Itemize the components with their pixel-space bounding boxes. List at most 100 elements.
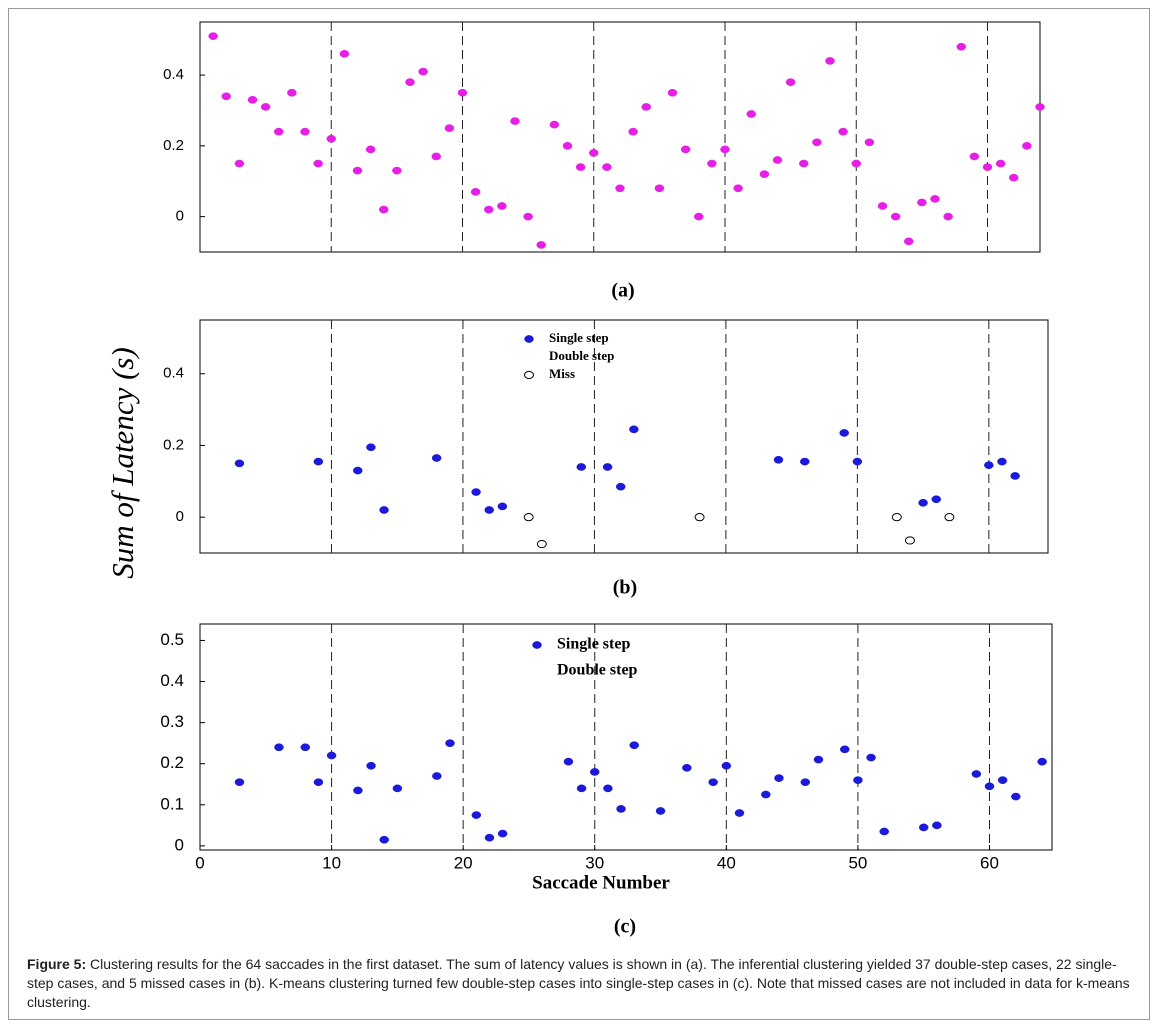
data-point xyxy=(392,166,402,175)
data-point xyxy=(352,166,363,175)
data-point xyxy=(629,425,639,434)
data-point xyxy=(576,463,587,471)
data-point xyxy=(971,770,982,778)
data-point xyxy=(523,212,533,221)
data-point xyxy=(813,755,824,764)
data-point xyxy=(484,833,495,842)
data-point xyxy=(445,739,455,748)
data-point xyxy=(300,127,310,136)
data-point xyxy=(761,790,771,799)
data-point xyxy=(615,184,625,193)
data-point xyxy=(734,809,745,817)
x-tick-label: 40 xyxy=(717,853,736,872)
data-point xyxy=(866,753,876,762)
data-point xyxy=(234,778,245,787)
data-point xyxy=(1022,141,1032,150)
data-point xyxy=(234,459,245,468)
data-point xyxy=(864,138,875,147)
data-point xyxy=(536,539,547,549)
data-point xyxy=(733,184,743,193)
data-point xyxy=(877,202,888,210)
data-point xyxy=(484,205,494,214)
data-point xyxy=(969,152,980,161)
data-point xyxy=(221,92,231,101)
legend-label: Single step xyxy=(557,636,630,653)
data-point xyxy=(891,513,902,522)
data-point xyxy=(300,743,311,752)
data-point xyxy=(840,745,850,754)
data-point xyxy=(418,67,428,76)
legend-label: Single step xyxy=(549,330,609,345)
data-point xyxy=(562,141,573,150)
data-point xyxy=(773,455,784,464)
plot-frame xyxy=(199,21,1041,253)
data-point xyxy=(471,811,482,819)
data-point xyxy=(431,454,442,462)
data-point xyxy=(313,778,324,787)
data-point xyxy=(641,103,651,111)
data-point xyxy=(918,823,929,832)
y-axis-label: Sum of Latency (s) xyxy=(105,347,140,579)
data-point xyxy=(379,835,389,844)
y-tick-label: 0.4 xyxy=(160,671,184,690)
data-point xyxy=(353,466,363,475)
data-point xyxy=(563,757,574,766)
data-point xyxy=(326,751,337,760)
data-point xyxy=(694,513,705,522)
data-point xyxy=(918,498,928,507)
data-point xyxy=(602,163,612,171)
data-point xyxy=(497,502,508,511)
data-point xyxy=(917,198,927,207)
data-point xyxy=(523,513,534,522)
data-point xyxy=(720,145,730,154)
data-point xyxy=(667,88,678,97)
data-point xyxy=(1011,792,1021,801)
data-point xyxy=(956,42,966,51)
legend-label: Double step xyxy=(557,662,638,679)
y-tick-label: 0.2 xyxy=(160,753,184,772)
data-point xyxy=(931,495,941,504)
data-point xyxy=(984,461,994,470)
data-point xyxy=(655,807,666,815)
data-point xyxy=(366,761,376,770)
x-axis-label: Saccade Number xyxy=(532,872,670,893)
data-point xyxy=(326,134,336,143)
legend-marker xyxy=(524,335,534,343)
data-point xyxy=(759,170,770,179)
data-point xyxy=(510,117,520,125)
data-point xyxy=(1035,103,1045,111)
data-point xyxy=(825,57,835,65)
data-point xyxy=(260,103,271,111)
data-point xyxy=(932,821,942,830)
data-point xyxy=(471,488,481,496)
data-point xyxy=(997,776,1008,784)
data-point xyxy=(851,159,861,168)
data-point xyxy=(392,784,403,793)
caption-label: Figure 5: xyxy=(27,956,87,972)
data-point xyxy=(234,159,245,168)
x-tick-label: 10 xyxy=(322,853,341,872)
y-tick-label: 0.2 xyxy=(163,137,184,154)
legend-label: Double step xyxy=(549,348,614,363)
data-point xyxy=(997,457,1007,466)
data-point xyxy=(694,212,704,221)
figure-frame xyxy=(8,8,1150,1020)
y-tick-label: 0 xyxy=(175,835,184,854)
data-point xyxy=(497,829,508,838)
panel-label: (c) xyxy=(614,916,636,938)
data-point xyxy=(812,138,822,147)
data-point xyxy=(589,149,599,157)
data-point xyxy=(313,159,323,168)
data-point xyxy=(680,145,691,154)
data-point xyxy=(615,482,626,491)
y-tick-label: 0.2 xyxy=(163,436,184,453)
data-point xyxy=(1010,472,1020,480)
data-point xyxy=(746,110,756,118)
legend-marker xyxy=(524,370,534,380)
data-point xyxy=(470,187,481,196)
data-point xyxy=(339,49,350,58)
data-point xyxy=(353,786,363,795)
data-point xyxy=(379,205,389,214)
data-point xyxy=(772,156,783,164)
